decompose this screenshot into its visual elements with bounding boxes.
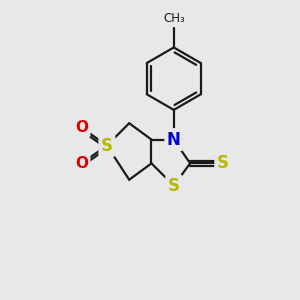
Text: O: O — [75, 120, 88, 135]
Text: N: N — [167, 130, 181, 148]
Text: S: S — [168, 177, 180, 195]
Text: CH₃: CH₃ — [163, 12, 185, 25]
Text: O: O — [75, 156, 88, 171]
Text: S: S — [217, 154, 229, 172]
Text: S: S — [101, 136, 113, 154]
